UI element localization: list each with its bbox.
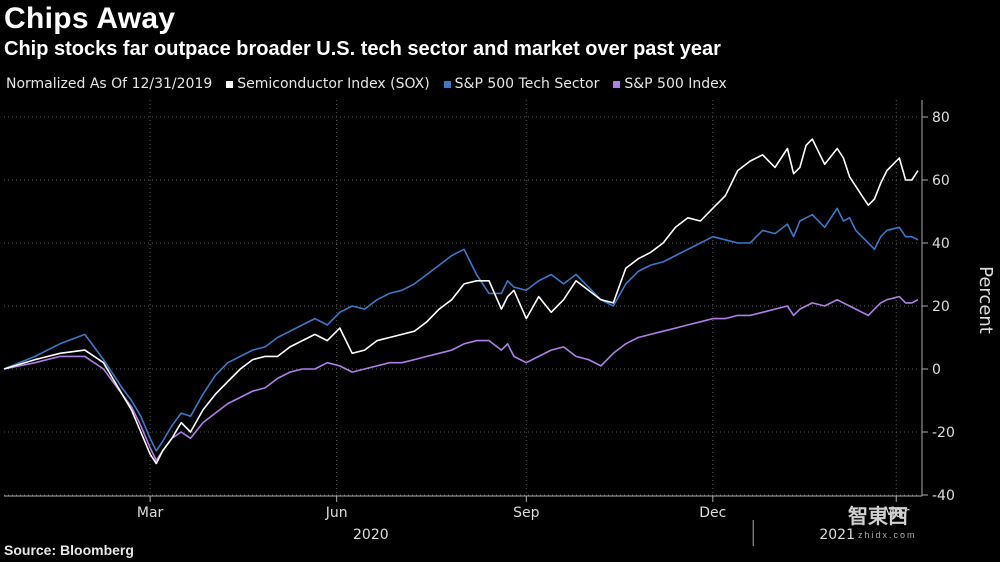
watermark-logo: 智東西 — [848, 506, 908, 528]
series-line-0 — [3, 138, 919, 465]
legend-item-sp500: S&P 500 Index — [613, 76, 727, 92]
year-label: 2021 — [819, 527, 855, 543]
legend-item-sox: Semiconductor Index (SOX) — [226, 76, 430, 92]
watermark-url: zhidx.com — [858, 530, 917, 540]
y-axis-title: Percent — [975, 266, 996, 334]
y-tick-label: 80 — [932, 110, 950, 126]
y-tick-label: 0 — [932, 362, 941, 378]
source-note: Source: Bloomberg — [4, 542, 134, 558]
x-tick-label: Sep — [513, 505, 540, 521]
year-label: 2020 — [353, 527, 389, 543]
series-line-2 — [3, 295, 919, 462]
normalized-note: Normalized As Of 12/31/2019 — [6, 76, 213, 92]
legend: Normalized As Of 12/31/2019 Semiconducto… — [6, 76, 727, 92]
x-tick-label: Jun — [325, 505, 348, 521]
axes — [4, 100, 928, 546]
legend-label-tech: S&P 500 Tech Sector — [454, 76, 600, 92]
series-line-1 — [3, 207, 919, 452]
x-tick-label: Mar — [137, 505, 164, 521]
chart-subtitle: Chip stocks far outpace broader U.S. tec… — [4, 38, 721, 60]
grid-lines — [4, 100, 918, 496]
y-tick-label: 20 — [932, 299, 950, 315]
y-tick-label: 60 — [932, 173, 950, 189]
x-tick-label: Dec — [699, 505, 726, 521]
tick-labels: 80 60 40 20 0 -20 -40 Mar Jun Sep Dec Mar 2020 2021 Pe… — [137, 110, 996, 543]
legend-swatch-sp500 — [613, 80, 621, 88]
y-tick-label: 40 — [932, 236, 950, 252]
y-tick-label: -40 — [932, 488, 955, 504]
chart-title: Chips Away — [4, 2, 176, 35]
y-tick-label: -20 — [932, 425, 955, 441]
legend-swatch-sox — [226, 80, 234, 88]
legend-item-tech: S&P 500 Tech Sector — [443, 76, 600, 92]
legend-label-sox: Semiconductor Index (SOX) — [237, 76, 430, 92]
legend-swatch-tech — [443, 80, 451, 88]
legend-label-sp500: S&P 500 Index — [624, 76, 727, 92]
x-tick-label: Mar — [883, 505, 910, 521]
series-lines — [3, 138, 919, 465]
